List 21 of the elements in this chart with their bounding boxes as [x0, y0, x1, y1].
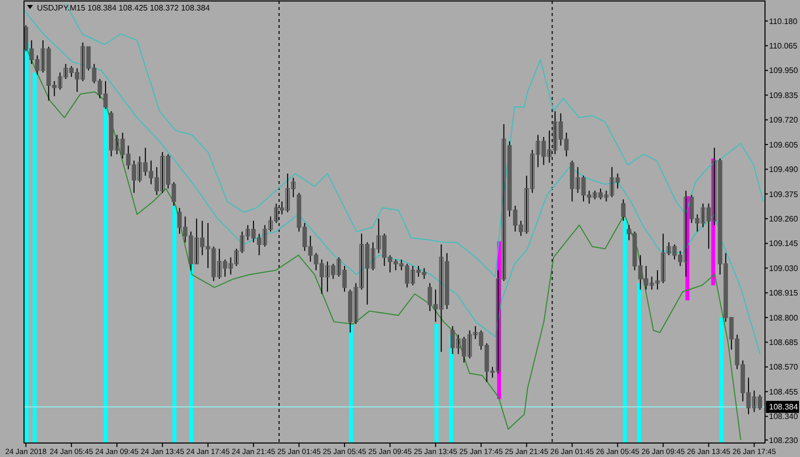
y-tick-label: 109.950	[769, 66, 798, 76]
y-tick-label: 109.490	[769, 165, 798, 174]
y-tick-label: 109.145	[769, 239, 798, 248]
y-tick-label: 109.260	[769, 214, 798, 224]
y-tick-label: 110.180	[769, 16, 798, 26]
ref-line-label: 108.384	[769, 402, 798, 412]
y-tick-label: 109.030	[769, 264, 798, 273]
y-tick-label: 109.375	[769, 190, 798, 199]
line-series	[24, 10, 761, 355]
y-tick-label: 108.800	[769, 313, 798, 322]
y-tick-label: 108.570	[769, 362, 798, 372]
y-tick-label: 110.065	[769, 41, 798, 50]
y-tick-label: 109.835	[769, 90, 798, 100]
y-tick-label: 108.230	[769, 436, 798, 445]
y-tick-label: 108.685	[769, 338, 798, 348]
y-tick-label: 108.915	[769, 288, 798, 298]
y-tick-label: 108.340	[769, 412, 798, 422]
candlestick	[621, 198, 626, 222]
y-tick-label: 109.605	[769, 140, 798, 150]
y-tick-label: 108.455	[769, 387, 798, 396]
y-tick-label: 109.720	[769, 116, 798, 125]
